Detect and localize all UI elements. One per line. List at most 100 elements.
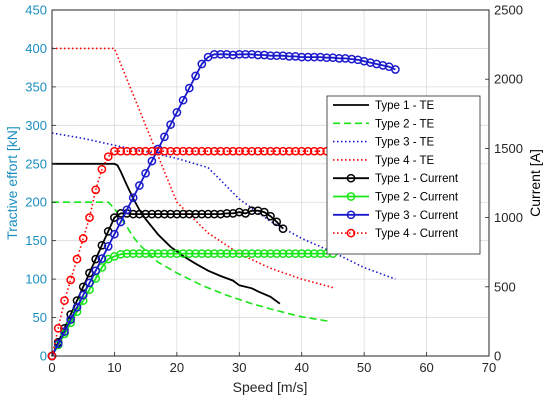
type-4-current-point	[97, 164, 107, 174]
type-3-current-point	[135, 181, 144, 190]
type-4-current-point	[178, 146, 188, 156]
type-3-current-point	[91, 266, 101, 276]
plot-frame	[51, 9, 490, 357]
type-1-current-point	[234, 207, 244, 217]
type-4-current-point	[103, 152, 113, 162]
y-right-tick-label: 1000	[494, 210, 523, 225]
y-axis-left-label: Tractive effort [kN]	[4, 126, 20, 240]
type-2-current-point	[222, 249, 232, 258]
type-1-current-point	[147, 209, 157, 219]
type-3-current-point	[291, 52, 300, 61]
type-2-current-point	[291, 249, 300, 258]
x-tick-label: 60	[419, 360, 433, 375]
type-3-current-point	[378, 61, 388, 70]
type-4-current-point	[141, 146, 150, 156]
type-3-current-point	[241, 49, 250, 59]
type-3-current-point	[334, 54, 344, 63]
series-layer	[47, 47, 400, 361]
legend-marker-type-2-current	[346, 192, 356, 201]
type-2-current-point	[309, 249, 319, 258]
legend-label-type-3-current: Type 3 - Current	[375, 210, 459, 222]
type-3-current-point	[85, 278, 94, 288]
type-3-current-point	[122, 205, 132, 215]
type-1-current-point	[222, 209, 232, 218]
type-3-current-point	[234, 49, 244, 59]
x-tick-label: 20	[170, 360, 184, 375]
type-3-current-point	[72, 302, 82, 312]
type-3-current-point	[166, 120, 175, 129]
type-3-current-point	[141, 168, 150, 178]
type-2-current-point	[203, 249, 213, 258]
type-3-current-point	[303, 52, 313, 62]
type-4-current-point	[316, 146, 325, 156]
type-1-current-point	[97, 240, 107, 250]
legend-label-type-3-te: Type 3 - TE	[375, 137, 435, 149]
type-4-current-point	[72, 254, 82, 264]
type-3-current-point	[272, 51, 282, 61]
x-tick-label: 10	[107, 360, 121, 375]
type-2-current-point	[172, 249, 182, 258]
type-2-current-point	[160, 249, 169, 258]
y-left-tick-label: 350	[25, 79, 47, 94]
y-right-tick-label: 500	[494, 279, 516, 294]
type-3-current-point	[97, 254, 107, 263]
type-2-current-point	[166, 249, 175, 258]
type-3-current-point	[116, 217, 126, 227]
type-4-current-point	[122, 146, 132, 156]
type-1-current-point	[266, 211, 275, 221]
type-4-current-point	[228, 146, 238, 156]
type-4-current-point	[184, 146, 194, 156]
type-1-current-point	[247, 206, 257, 216]
type-3-current-point	[103, 242, 113, 251]
type-1-current-point	[135, 209, 144, 219]
type-2-current-point	[241, 249, 250, 258]
y-left-tick-label: 400	[25, 41, 47, 56]
type-4-current-point	[259, 146, 269, 156]
type-2-current-point	[284, 249, 294, 258]
legend-label-type-1-te: Type 1 - TE	[375, 100, 435, 112]
type-1-current-point	[278, 224, 288, 234]
type-2-current-point	[272, 249, 282, 258]
type-1-current-point	[216, 209, 225, 219]
type-4-current-point	[116, 146, 126, 156]
type-3-current-point	[253, 50, 263, 60]
type-4-current-point	[234, 146, 244, 156]
type-4-current-point	[216, 146, 225, 156]
type-4-current-point	[78, 234, 88, 243]
type-4-current-point	[85, 213, 94, 222]
legend-marker-type-4-current	[346, 228, 356, 238]
type-1-current-point	[160, 209, 169, 219]
type-4-current-point	[284, 146, 294, 156]
type-4-te-line	[52, 47, 334, 289]
type-2-current-point	[122, 249, 132, 258]
type-3-current-point	[209, 49, 219, 59]
type-3-current-point	[391, 65, 400, 74]
type-3-current-point	[160, 132, 169, 142]
type-4-current-point	[291, 146, 300, 156]
type-4-current-point	[110, 146, 119, 156]
y-right-tick-label: 0	[494, 349, 501, 364]
type-4-current-point	[172, 146, 182, 156]
type-1-current-point	[259, 207, 269, 217]
type-3-current-point	[78, 290, 88, 300]
type-2-current-point	[316, 249, 325, 258]
type-4-current-point	[60, 296, 69, 305]
type-2-current-point	[141, 249, 150, 258]
type-2-current-point	[147, 249, 157, 258]
type-4-current-point	[153, 146, 163, 156]
y-left-tick-label: 100	[25, 272, 47, 287]
type-4-current-point	[247, 146, 257, 156]
type-2-current-point	[253, 249, 263, 258]
legend-marker-type-3-current	[346, 210, 356, 220]
type-3-current-point	[191, 71, 200, 81]
type-3-current-point	[178, 95, 188, 105]
legend-label-type-2-current: Type 2 - Current	[375, 192, 459, 204]
type-3-current-point	[328, 53, 338, 63]
type-1-current-point	[209, 209, 219, 219]
type-3-current-point	[297, 52, 307, 62]
y-axis-right-label: Current [A]	[527, 149, 543, 217]
type-3-current-point	[347, 54, 357, 64]
type-3-current-point	[353, 55, 363, 65]
type-4-current-point	[303, 146, 313, 156]
